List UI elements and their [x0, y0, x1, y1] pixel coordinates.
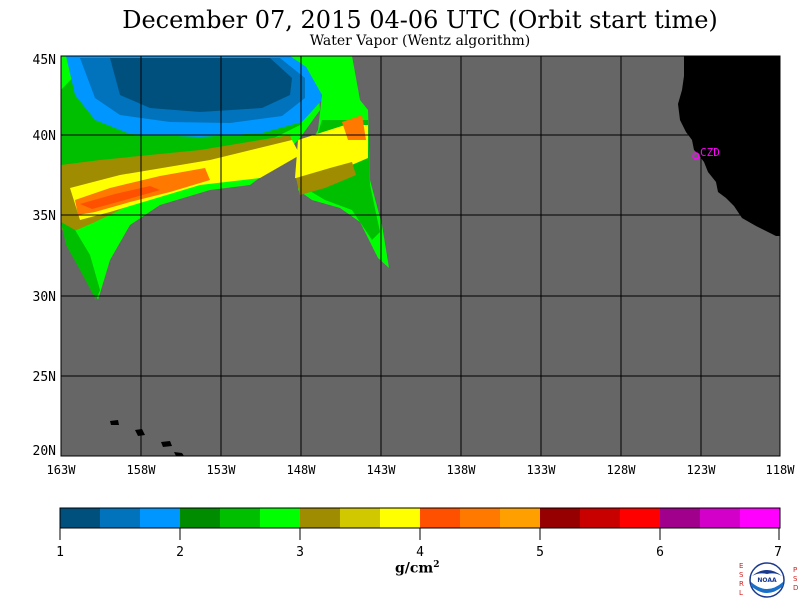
- colorbar-swatch: [580, 508, 621, 528]
- colorbar-tick-7: 7: [774, 545, 782, 560]
- longitude-labels: 163W 158W 153W 148W 143W 138W 133W 128W …: [47, 463, 796, 477]
- colorbar-tick-1: 1: [56, 545, 64, 560]
- lon-label-163w: 163W: [47, 463, 77, 477]
- swath-left-edge-green: [61, 222, 100, 300]
- colorbar-tick-4: 4: [416, 545, 424, 560]
- california-land: [678, 56, 780, 236]
- hawaii-island-oahu: [135, 429, 145, 436]
- lat-label-25n: 25N: [33, 370, 56, 385]
- noaa-emblem-bird: [752, 570, 782, 576]
- colorbar-tick-5: 5: [536, 545, 544, 560]
- colorbar-tick-marks: [59, 528, 780, 540]
- map-frame: [60, 55, 781, 457]
- lat-lon-grid: [61, 56, 780, 456]
- colorbar-swatch: [60, 508, 101, 528]
- colorbar-swatch: [460, 508, 501, 528]
- lon-label-133w: 133W: [527, 463, 557, 477]
- colorbar-swatch: [500, 508, 541, 528]
- lon-label-153w: 153W: [207, 463, 237, 477]
- colorbar-swatch: [540, 508, 581, 528]
- map-subtitle: Water Vapor (Wentz algorithm): [309, 33, 531, 49]
- colorbar-swatch: [220, 508, 261, 528]
- colorbar-swatch: [300, 508, 341, 528]
- lon-label-143w: 143W: [367, 463, 397, 477]
- colorbar-tick-3: 3: [296, 545, 304, 560]
- colorbar-swatch: [700, 508, 741, 528]
- lon-label-128w: 128W: [607, 463, 637, 477]
- colorbar-swatch: [420, 508, 461, 528]
- swath-left-red-orange: [80, 186, 160, 209]
- lon-label-148w: 148W: [287, 463, 317, 477]
- swath-right-olive: [296, 162, 356, 195]
- colorbar: [60, 508, 781, 528]
- latitude-labels: 45N 40N 35N 30N 25N 20N: [33, 53, 56, 459]
- swath-right-orange: [342, 115, 366, 140]
- lon-label-123w: 123W: [687, 463, 717, 477]
- colorbar-swatch: [380, 508, 421, 528]
- colorbar-swatch: [100, 508, 141, 528]
- colorbar-tick-2: 2: [176, 545, 184, 560]
- colorbar-unit-label: g/cm2: [395, 560, 440, 577]
- colorbar-swatch: [140, 508, 181, 528]
- colorbar-swatch: [260, 508, 301, 528]
- noaa-emblem-wave: [751, 582, 783, 593]
- colorbar-swatch: [660, 508, 701, 528]
- colorbar-swatch: [740, 508, 781, 528]
- colorbar-tick-labels: 1 2 3 4 5 6 7: [56, 545, 782, 560]
- hawaii-island-kauai: [110, 420, 119, 425]
- lat-label-35n: 35N: [33, 209, 56, 224]
- lat-label-45n: 45N: [33, 53, 56, 68]
- lat-label-40n: 40N: [33, 129, 56, 144]
- colorbar-swatch: [180, 508, 221, 528]
- hawaii-island-maui: [161, 441, 172, 447]
- station-czd-marker: [692, 152, 700, 160]
- map-title: December 07, 2015 04-06 UTC (Orbit start…: [122, 6, 718, 34]
- lon-label-118w: 118W: [766, 463, 796, 477]
- lon-label-138w: 138W: [447, 463, 477, 477]
- water-vapor-field: [61, 56, 389, 300]
- colorbar-swatch: [620, 508, 661, 528]
- lon-label-158w: 158W: [127, 463, 157, 477]
- colorbar-tick-6: 6: [656, 545, 664, 560]
- colorbar-swatch: [340, 508, 381, 528]
- lat-label-20n: 20N: [33, 444, 56, 459]
- station-czd-label: CZD: [700, 146, 720, 159]
- noaa-emblem-text: NOAA: [757, 577, 777, 584]
- swath-left-blue-inner: [110, 58, 292, 112]
- hawaii-island-big: [174, 452, 184, 456]
- lat-label-30n: 30N: [33, 290, 56, 305]
